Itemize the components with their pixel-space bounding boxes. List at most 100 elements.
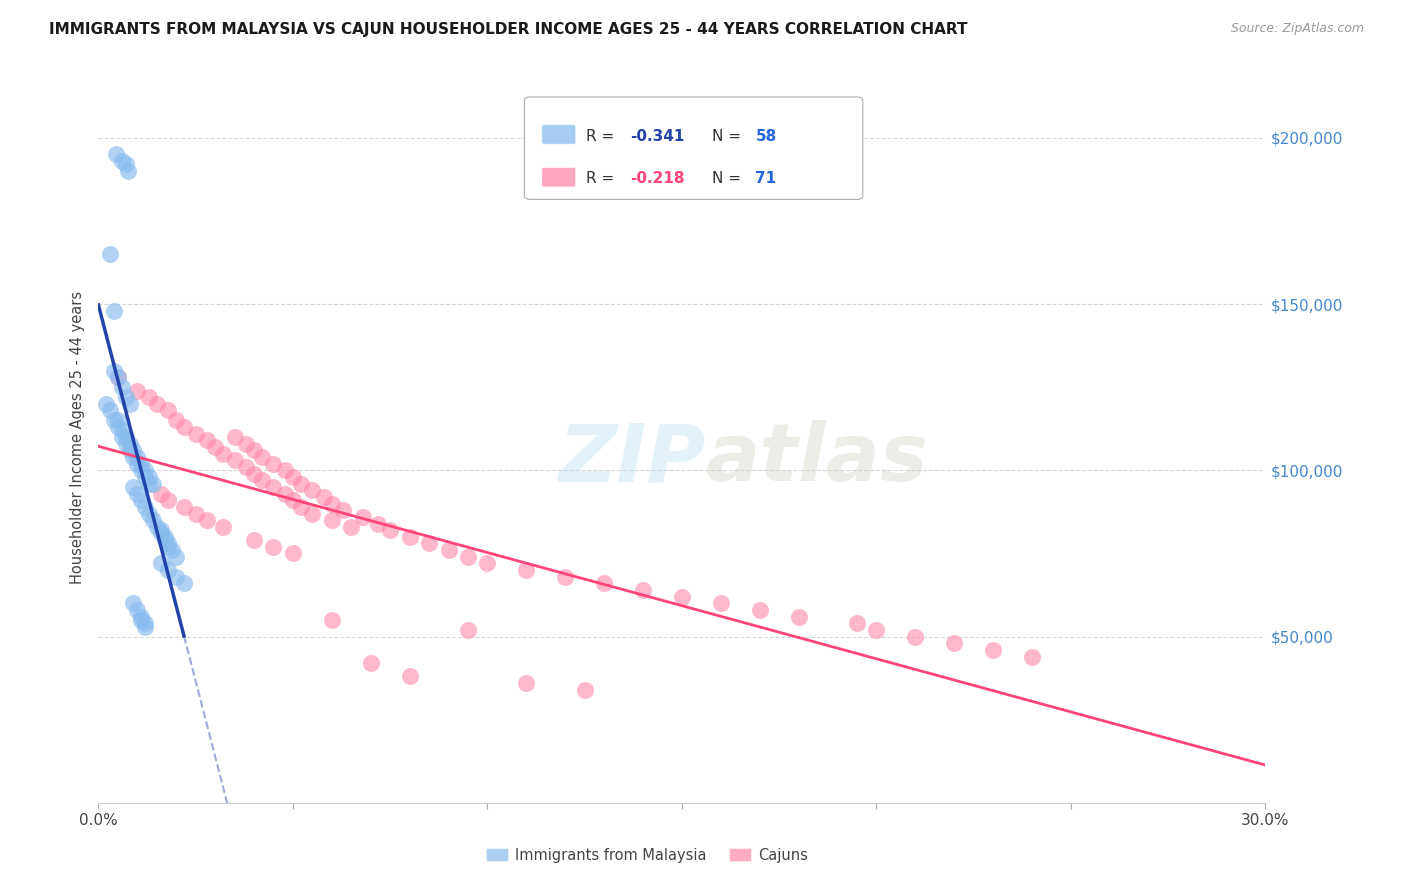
Point: [457, 623, 479, 637]
Point: [127, 450, 149, 464]
Point: [250, 450, 273, 464]
Point: [457, 549, 479, 564]
Point: [149, 486, 172, 500]
Point: [149, 523, 172, 537]
Text: N =: N =: [713, 171, 747, 186]
Point: [352, 509, 374, 524]
Text: 58: 58: [755, 128, 776, 144]
Point: [340, 520, 363, 534]
Point: [157, 493, 180, 508]
Text: Source: ZipAtlas.com: Source: ZipAtlas.com: [1230, 22, 1364, 36]
Point: [96, 397, 118, 411]
Point: [107, 370, 129, 384]
Point: [107, 370, 129, 384]
Text: R =: R =: [586, 128, 619, 144]
Point: [165, 570, 187, 584]
Point: [290, 476, 312, 491]
Point: [321, 513, 343, 527]
Point: [262, 457, 284, 471]
Point: [321, 613, 343, 627]
Point: [312, 490, 335, 504]
Text: -0.218: -0.218: [630, 171, 685, 186]
Point: [111, 424, 134, 438]
Point: [98, 247, 121, 261]
Point: [122, 443, 145, 458]
Point: [138, 390, 160, 404]
Point: [367, 516, 389, 531]
Point: [515, 676, 537, 690]
Point: [173, 500, 195, 514]
Point: [250, 473, 273, 487]
Text: N =: N =: [713, 128, 747, 144]
Point: [153, 530, 176, 544]
Point: [290, 500, 312, 514]
Point: [129, 457, 152, 471]
Point: [157, 403, 180, 417]
Point: [943, 636, 966, 650]
Point: [846, 616, 869, 631]
Point: [138, 470, 160, 484]
Point: [149, 526, 172, 541]
Point: [138, 507, 160, 521]
Point: [437, 543, 460, 558]
Point: [224, 453, 246, 467]
Point: [787, 609, 810, 624]
Point: [118, 397, 141, 411]
Point: [114, 430, 136, 444]
Point: [118, 436, 141, 450]
Point: [104, 147, 127, 161]
Point: [173, 576, 195, 591]
Point: [574, 682, 596, 697]
Point: [142, 476, 165, 491]
Point: [554, 570, 576, 584]
Point: [1021, 649, 1043, 664]
Point: [134, 470, 156, 484]
Point: [865, 623, 887, 637]
Point: [111, 154, 134, 169]
Point: [118, 443, 141, 458]
Point: [122, 480, 145, 494]
Point: [107, 413, 129, 427]
Point: [981, 643, 1004, 657]
Point: [243, 443, 266, 458]
Text: IMMIGRANTS FROM MALAYSIA VS CAJUN HOUSEHOLDER INCOME AGES 25 - 44 YEARS CORRELAT: IMMIGRANTS FROM MALAYSIA VS CAJUN HOUSEH…: [49, 22, 967, 37]
FancyBboxPatch shape: [541, 125, 575, 145]
Point: [274, 463, 297, 477]
Point: [117, 164, 139, 178]
Point: [212, 447, 235, 461]
Point: [157, 563, 180, 577]
Point: [301, 507, 323, 521]
Point: [111, 380, 134, 394]
Point: [111, 430, 134, 444]
Point: [114, 390, 136, 404]
Point: [153, 533, 176, 548]
Point: [127, 457, 149, 471]
Point: [235, 460, 257, 475]
Point: [281, 470, 304, 484]
Point: [515, 563, 537, 577]
Point: [212, 520, 235, 534]
Point: [129, 609, 152, 624]
Point: [122, 450, 145, 464]
Point: [904, 630, 927, 644]
Text: ZIP: ZIP: [558, 420, 706, 498]
Point: [138, 476, 160, 491]
Point: [134, 619, 156, 633]
Point: [360, 656, 382, 670]
Point: [262, 540, 284, 554]
Point: [184, 426, 207, 441]
Point: [243, 533, 266, 548]
Point: [107, 420, 129, 434]
Point: [593, 576, 616, 591]
Point: [243, 467, 266, 481]
Point: [321, 497, 343, 511]
FancyBboxPatch shape: [524, 97, 863, 200]
Point: [281, 546, 304, 560]
Point: [671, 590, 693, 604]
Point: [103, 303, 125, 318]
Legend: Immigrants from Malaysia, Cajuns: Immigrants from Malaysia, Cajuns: [481, 842, 814, 869]
Point: [710, 596, 733, 610]
Point: [262, 480, 284, 494]
Point: [235, 436, 257, 450]
Point: [146, 397, 169, 411]
